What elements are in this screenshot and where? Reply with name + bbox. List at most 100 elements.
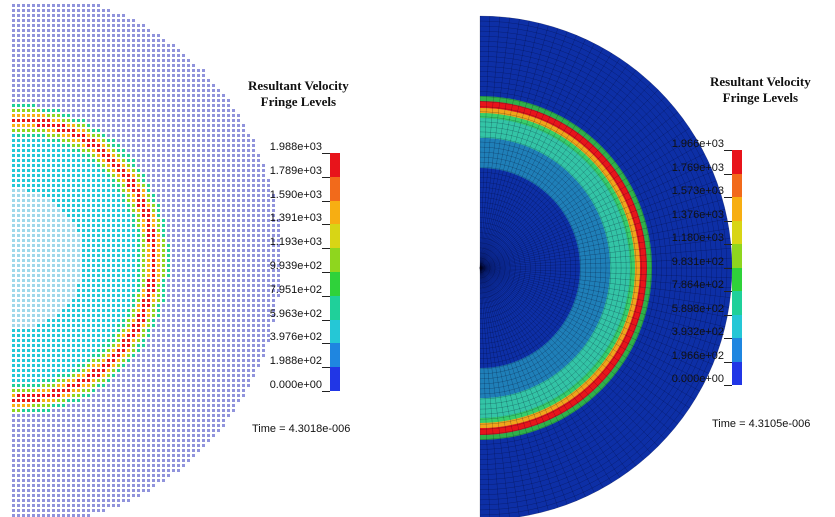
particle [12,124,15,127]
particle [92,484,95,487]
particle [37,424,40,427]
particle [42,384,45,387]
particle [247,314,250,317]
particle [27,354,30,357]
particle [97,504,100,507]
particle [117,369,120,372]
particle [72,89,75,92]
mesh-radial [479,257,732,269]
particle [172,124,175,127]
particle [172,344,175,347]
particle [217,189,220,192]
particle [47,274,50,277]
particle [32,339,35,342]
particle [257,334,260,337]
particle [142,49,145,52]
particle [187,404,190,407]
particle [162,154,165,157]
particle [152,254,155,257]
particle [197,299,200,302]
particle [247,199,250,202]
particle [137,169,140,172]
particle [132,234,135,237]
particle [207,79,210,82]
particle [257,204,260,207]
particle [157,94,160,97]
mesh-arc [479,136,612,400]
particle [172,454,175,457]
particle [192,349,195,352]
particle [102,439,105,442]
particle [52,164,55,167]
particle [182,349,185,352]
particle [147,434,150,437]
particle [192,374,195,377]
particle [267,289,270,292]
particle [172,159,175,162]
particle [117,354,120,357]
mesh-radial [479,267,695,400]
particle [182,219,185,222]
particle [232,209,235,212]
particle [12,264,15,267]
particle [107,84,110,87]
particle [97,384,100,387]
particle [27,509,30,512]
particle [12,409,15,412]
particle [62,194,65,197]
particle [67,219,70,222]
particle [187,409,190,412]
particle [127,199,130,202]
particle [37,94,40,97]
particle [32,49,35,52]
particle [47,244,50,247]
particle [97,329,100,332]
particle [197,139,200,142]
particle [22,304,25,307]
particle [12,114,15,117]
particle [227,384,230,387]
particle [102,124,105,127]
particle [87,239,90,242]
particle [127,29,130,32]
particle [72,94,75,97]
particle [12,144,15,147]
particle [107,504,110,507]
particle [192,169,195,172]
particle [112,249,115,252]
particle [142,74,145,77]
particle [137,444,140,447]
particle [57,244,60,247]
particle [127,224,130,227]
particle [47,14,50,17]
particle [127,374,130,377]
particle [12,244,15,247]
particle [202,374,205,377]
particle [147,224,150,227]
particle [147,354,150,357]
particle [152,264,155,267]
particle [172,409,175,412]
particle [27,344,30,347]
particle [202,134,205,137]
particle [22,419,25,422]
particle [237,344,240,347]
particle [27,499,30,502]
particle [172,69,175,72]
particle [117,74,120,77]
particle [122,239,125,242]
particle [97,139,100,142]
particle [32,319,35,322]
particle [102,174,105,177]
mesh-radial [479,238,731,269]
particle [227,294,230,297]
particle [102,294,105,297]
particle [17,254,20,257]
particle [232,324,235,327]
particle [152,294,155,297]
particle [132,29,135,32]
particle [177,394,180,397]
particle [222,244,225,247]
particle [122,459,125,462]
particle [12,494,15,497]
